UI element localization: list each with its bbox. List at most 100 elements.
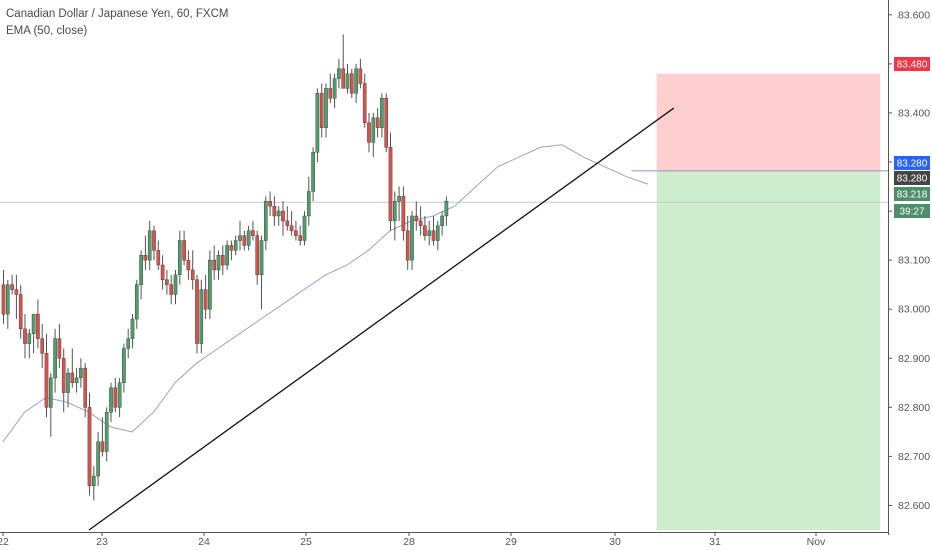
candle-body: [100, 441, 105, 452]
candle: [18, 284, 23, 339]
candle-body: [117, 382, 122, 408]
candle: [423, 215, 427, 241]
candle-body: [233, 240, 238, 251]
candle-body: [203, 289, 208, 310]
candle-body: [143, 255, 148, 261]
candle: [259, 235, 264, 310]
candle: [147, 220, 152, 270]
candle: [393, 191, 397, 241]
candle-body: [272, 205, 277, 217]
candle: [440, 211, 444, 236]
candle-body: [169, 284, 174, 295]
candle-body: [362, 83, 367, 123]
candle-body: [401, 196, 406, 231]
candle-body: [173, 274, 178, 295]
take-profit-zone: [656, 171, 881, 530]
time-tick-label: 28: [403, 536, 415, 548]
candle-body: [410, 215, 414, 261]
candle: [371, 112, 376, 158]
candle: [203, 274, 208, 320]
candle-body: [87, 407, 92, 487]
candle-body: [384, 98, 389, 148]
candle-body: [14, 289, 19, 295]
candle: [276, 206, 281, 226]
candle-body: [53, 338, 57, 379]
candle-body: [220, 255, 225, 266]
candle-body: [130, 318, 135, 339]
price-tags: 83.480 83.280 83.280 83.218 39:27: [894, 57, 930, 218]
time-axis-bg: [0, 532, 888, 550]
candle-body: [268, 201, 272, 207]
candle-body: [242, 235, 247, 246]
candle: [212, 245, 217, 280]
candle-body: [371, 117, 376, 143]
candle: [14, 274, 19, 320]
candle: [302, 211, 307, 246]
candle: [242, 230, 247, 251]
candle-body: [332, 78, 337, 99]
candle: [83, 363, 87, 418]
time-tick-label: Nov: [807, 536, 826, 548]
candle-body: [345, 73, 350, 89]
symbol-title: Canadian Dollar / Japanese Yen, 60, FXCM: [6, 8, 229, 20]
candle-body: [341, 68, 346, 89]
candle: [268, 191, 272, 216]
price-tag: 83.280: [894, 171, 930, 185]
candle-body: [289, 225, 294, 231]
candle-body: [388, 147, 393, 222]
candle: [156, 240, 161, 270]
candle: [91, 466, 96, 501]
candle: [225, 240, 229, 270]
price-tag: 83.480: [894, 57, 930, 71]
candle: [104, 407, 109, 462]
candle-body: [156, 250, 161, 266]
time-tick-label: 31: [709, 536, 721, 548]
candle-body: [186, 259, 191, 271]
candle: [190, 250, 195, 290]
candle: [44, 333, 49, 418]
candle-body: [44, 353, 49, 408]
candle: [40, 323, 44, 369]
candle-body: [436, 225, 440, 241]
candle-body: [27, 333, 32, 344]
candle: [216, 250, 221, 280]
candle-body: [23, 328, 27, 344]
candle-body: [216, 255, 221, 271]
candle-body: [315, 93, 320, 153]
candle-body: [49, 377, 53, 408]
candle: [79, 358, 83, 388]
candle-body: [5, 284, 10, 315]
candle: [397, 186, 401, 221]
candle: [57, 323, 62, 369]
price-tag-bg: [894, 187, 930, 201]
price-axis: 83.60083.50083.40083.30083.20083.10083.0…: [888, 0, 932, 550]
candle: [341, 34, 346, 89]
candle: [311, 147, 315, 202]
candle: [384, 93, 389, 153]
candle: [251, 220, 255, 241]
candle: [367, 112, 371, 153]
candle-body: [139, 255, 143, 285]
candle: [126, 328, 130, 359]
candle: [220, 245, 225, 275]
candle-body: [380, 98, 384, 128]
candle: [401, 186, 406, 241]
candle: [117, 377, 122, 418]
candle-body: [104, 412, 109, 452]
price-tick-label: 82.900: [898, 353, 930, 365]
price-tag-bg: [894, 171, 930, 185]
candle: [332, 73, 337, 109]
candle-body: [152, 230, 156, 251]
candle: [195, 274, 199, 354]
candle-body: [440, 215, 444, 226]
candle-body: [208, 259, 212, 310]
price-tag-bg: [894, 204, 930, 218]
candle: [375, 108, 380, 138]
candle: [165, 269, 169, 295]
candle: [96, 431, 100, 486]
candle-body: [83, 367, 87, 408]
price-tag-bg: [894, 156, 930, 170]
price-tick-label: 82.600: [898, 500, 930, 512]
time-axis: 22 23 24 25 28 29 30 31 Nov: [0, 532, 888, 550]
